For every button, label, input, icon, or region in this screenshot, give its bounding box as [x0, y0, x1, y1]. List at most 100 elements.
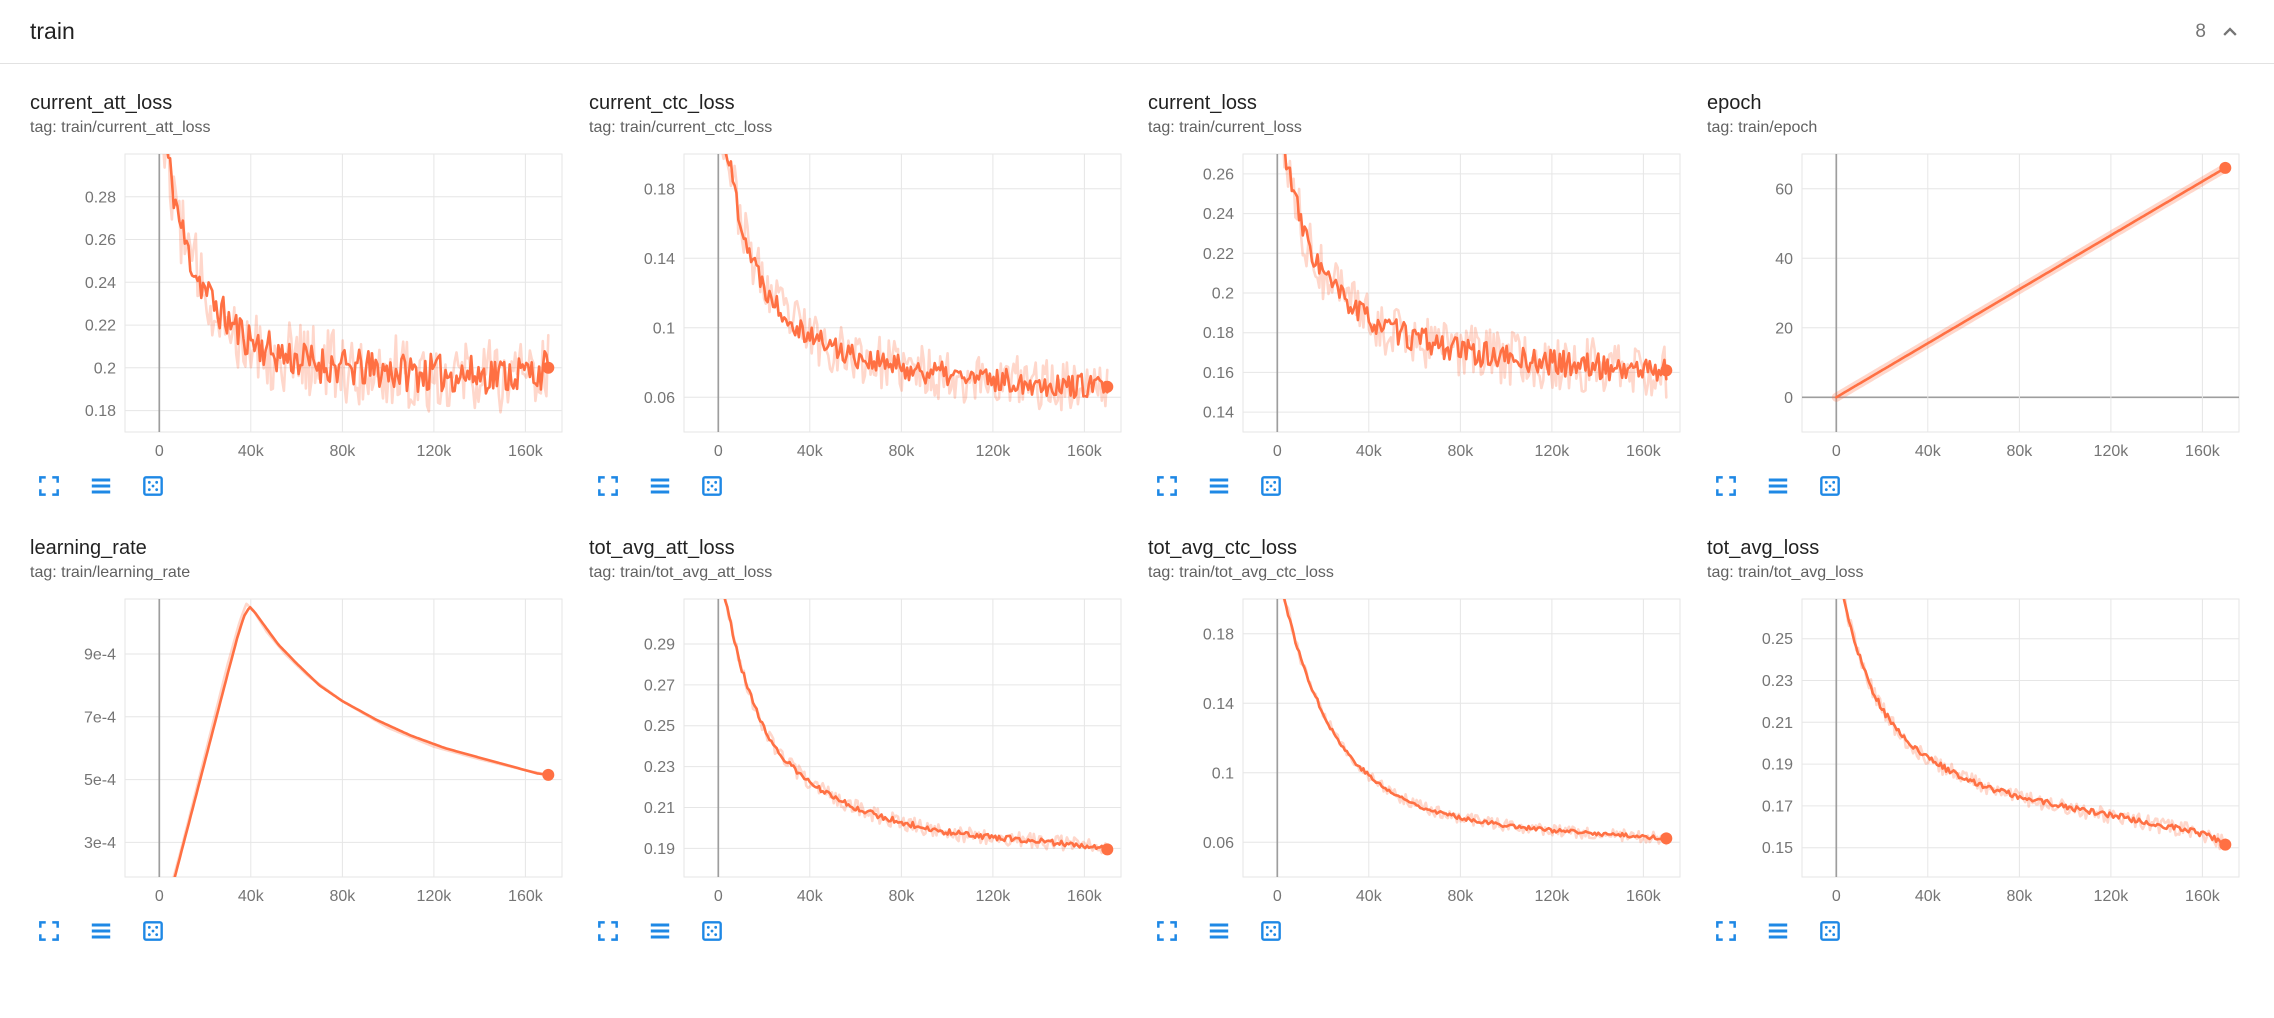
- expand-chart-button[interactable]: [595, 918, 621, 944]
- fit-data-icon: [1820, 921, 1840, 941]
- fullscreen-icon: [598, 921, 618, 941]
- toggle-y-axis-button[interactable]: [647, 918, 673, 944]
- fit-domain-button[interactable]: [699, 473, 725, 499]
- line-chart[interactable]: 0.18 0.2 0.22 0.24 0.26 0.28 0 40k 80k 120k 160k: [30, 149, 565, 461]
- chart-tag: tag: train/current_loss: [1148, 119, 1302, 136]
- toggle-y-axis-button[interactable]: [647, 473, 673, 499]
- expand-chart-button[interactable]: [36, 918, 62, 944]
- line-chart[interactable]: 0.06 0.1 0.14 0.18 0 40k 80k 120k 160k: [1148, 594, 1683, 906]
- chart-tag: tag: train/learning_rate: [30, 564, 191, 581]
- chart-title: tot_avg_loss: [1707, 537, 1820, 559]
- section-title[interactable]: train: [30, 18, 75, 44]
- fit-domain-button[interactable]: [140, 918, 166, 944]
- section-header-right: 8: [2195, 18, 2244, 46]
- svg-text:0.18: 0.18: [85, 403, 116, 420]
- svg-text:7e-4: 7e-4: [84, 709, 116, 726]
- svg-text:40k: 40k: [1356, 443, 1383, 460]
- fit-data-icon: [143, 476, 163, 496]
- svg-text:0.22: 0.22: [85, 318, 116, 335]
- fit-domain-button[interactable]: [1258, 473, 1284, 499]
- svg-text:0: 0: [1273, 888, 1282, 905]
- svg-text:0.06: 0.06: [644, 390, 675, 407]
- fit-domain-button[interactable]: [1258, 918, 1284, 944]
- svg-text:0.14: 0.14: [1203, 405, 1234, 422]
- svg-text:0.14: 0.14: [644, 251, 675, 268]
- svg-text:0.19: 0.19: [644, 841, 675, 858]
- svg-text:80k: 80k: [2007, 888, 2034, 905]
- expand-chart-button[interactable]: [36, 473, 62, 499]
- svg-text:0.16: 0.16: [1203, 365, 1234, 382]
- svg-text:40k: 40k: [238, 888, 265, 905]
- fit-data-icon: [702, 476, 722, 496]
- line-chart[interactable]: 0.19 0.21 0.23 0.25 0.27 0.29 0 40k 80k 120k 160k: [589, 594, 1124, 906]
- line-chart[interactable]: 0.15 0.17 0.19 0.21 0.23 0.25 0 40k 80k 120k 160k: [1707, 594, 2242, 906]
- expand-chart-button[interactable]: [1154, 473, 1180, 499]
- chart-title: tot_avg_att_loss: [589, 537, 735, 559]
- collapse-section-button[interactable]: [2216, 18, 2244, 46]
- svg-text:40k: 40k: [1915, 443, 1942, 460]
- fit-domain-button[interactable]: [699, 918, 725, 944]
- expand-chart-button[interactable]: [1154, 918, 1180, 944]
- chart-card: tot_avg_ctc_loss tag: train/tot_avg_ctc_…: [1148, 535, 1683, 944]
- svg-text:0.18: 0.18: [1203, 626, 1234, 643]
- svg-text:60: 60: [1775, 181, 1793, 198]
- toggle-y-axis-button[interactable]: [1206, 473, 1232, 499]
- expand-chart-button[interactable]: [1713, 473, 1739, 499]
- svg-text:160k: 160k: [1626, 443, 1662, 460]
- chart-toolbar: [1154, 918, 1683, 944]
- svg-text:0: 0: [714, 443, 723, 460]
- fullscreen-icon: [1716, 921, 1736, 941]
- horizontal-lines-icon: [650, 923, 670, 939]
- chart-card: epoch tag: train/epoch 0 20 40 60 0 40k 80k 120…: [1707, 90, 2242, 499]
- horizontal-lines-icon: [1768, 478, 1788, 494]
- fit-domain-button[interactable]: [1817, 918, 1843, 944]
- svg-text:0.21: 0.21: [644, 800, 675, 817]
- svg-text:0.23: 0.23: [1762, 673, 1793, 690]
- svg-text:80k: 80k: [889, 443, 916, 460]
- svg-text:0.24: 0.24: [85, 275, 116, 292]
- toggle-y-axis-button[interactable]: [88, 473, 114, 499]
- line-chart[interactable]: 0.06 0.1 0.14 0.18 0 40k 80k 120k 160k: [589, 149, 1124, 461]
- svg-text:160k: 160k: [1626, 888, 1662, 905]
- fullscreen-icon: [39, 921, 59, 941]
- svg-text:0.25: 0.25: [644, 718, 675, 735]
- svg-text:0.21: 0.21: [1762, 715, 1793, 732]
- chart-title: tot_avg_ctc_loss: [1148, 537, 1297, 559]
- toggle-y-axis-button[interactable]: [1765, 918, 1791, 944]
- svg-text:0.18: 0.18: [1203, 325, 1234, 342]
- fit-domain-button[interactable]: [1817, 473, 1843, 499]
- svg-text:0.15: 0.15: [1762, 840, 1793, 857]
- svg-text:0: 0: [1832, 443, 1841, 460]
- fit-domain-button[interactable]: [140, 473, 166, 499]
- svg-text:0: 0: [155, 443, 164, 460]
- svg-text:0.1: 0.1: [653, 320, 675, 337]
- chart-toolbar: [36, 473, 565, 499]
- svg-text:80k: 80k: [889, 888, 916, 905]
- svg-text:40k: 40k: [797, 888, 824, 905]
- chart-tag: tag: train/tot_avg_ctc_loss: [1148, 564, 1334, 581]
- line-chart[interactable]: 3e-4 5e-4 7e-4 9e-4 0 40k 80k 120k 160k: [30, 594, 565, 906]
- svg-text:0.28: 0.28: [85, 189, 116, 206]
- toggle-y-axis-button[interactable]: [88, 918, 114, 944]
- svg-text:0.24: 0.24: [1203, 206, 1234, 223]
- charts-grid: current_att_loss tag: train/current_att_…: [0, 64, 2274, 944]
- svg-text:0.17: 0.17: [1762, 798, 1793, 815]
- line-chart[interactable]: 0.14 0.16 0.18 0.2 0.22 0.24 0.26 0 40k 80k 120k 16…: [1148, 149, 1683, 461]
- svg-text:120k: 120k: [2094, 443, 2130, 460]
- toggle-y-axis-button[interactable]: [1206, 918, 1232, 944]
- svg-text:160k: 160k: [1067, 888, 1103, 905]
- chart-count-badge: 8: [2195, 20, 2206, 42]
- svg-text:120k: 120k: [2094, 888, 2130, 905]
- chart-card: tot_avg_loss tag: train/tot_avg_loss 0.1…: [1707, 535, 2242, 944]
- expand-chart-button[interactable]: [1713, 918, 1739, 944]
- line-chart[interactable]: 0 20 40 60 0 40k 80k 120k 160k: [1707, 149, 2242, 461]
- horizontal-lines-icon: [91, 923, 111, 939]
- svg-text:0: 0: [1832, 888, 1841, 905]
- horizontal-lines-icon: [650, 478, 670, 494]
- svg-text:80k: 80k: [330, 443, 357, 460]
- svg-text:0.2: 0.2: [94, 360, 116, 377]
- toggle-y-axis-button[interactable]: [1765, 473, 1791, 499]
- svg-text:0.26: 0.26: [1203, 166, 1234, 183]
- expand-chart-button[interactable]: [595, 473, 621, 499]
- svg-text:0: 0: [1273, 443, 1282, 460]
